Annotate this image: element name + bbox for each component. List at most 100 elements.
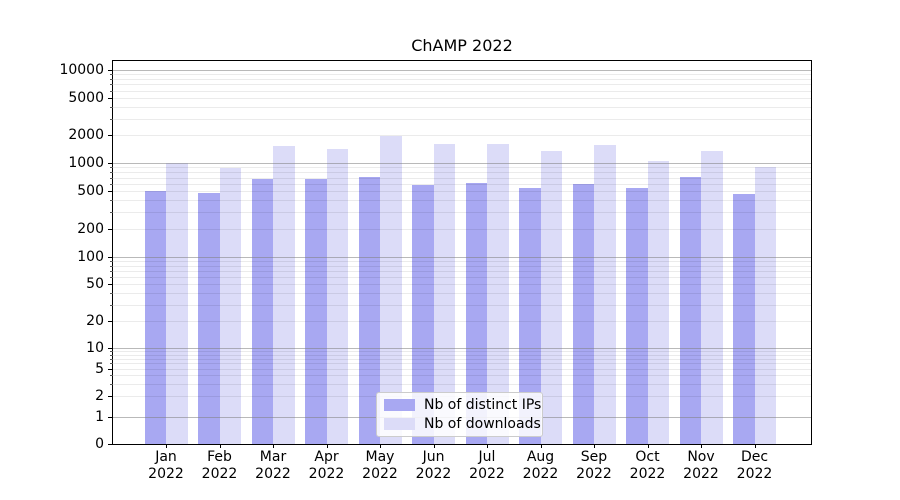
legend-swatch bbox=[384, 399, 415, 411]
minor-gridline bbox=[113, 97, 811, 99]
y-tick-mark bbox=[108, 284, 113, 286]
minor-gridline bbox=[113, 212, 811, 214]
y-tick-mark bbox=[108, 135, 113, 136]
x-tick-label: Apr 2022 bbox=[299, 449, 355, 483]
x-tick-year: 2022 bbox=[308, 466, 345, 482]
legend-entry: Nb of downloads bbox=[384, 415, 541, 434]
x-tick-label: Feb 2022 bbox=[192, 449, 248, 483]
y-tick-mark bbox=[108, 257, 113, 258]
major-gridline bbox=[113, 70, 811, 71]
x-tick-mark bbox=[487, 444, 488, 448]
x-tick-month: Feb bbox=[207, 449, 232, 465]
y-tick-label: 1 bbox=[95, 409, 104, 425]
minor-gridline bbox=[113, 167, 811, 169]
x-tick-month: Dec bbox=[740, 449, 769, 465]
y-tick-mark bbox=[108, 163, 113, 164]
bar-ips-sep bbox=[572, 184, 594, 444]
x-tick-label: Nov 2022 bbox=[673, 449, 729, 483]
x-tick-mark bbox=[166, 444, 167, 448]
x-tick-mark bbox=[273, 444, 274, 448]
y-tick-mark bbox=[108, 444, 113, 445]
x-tick-month: Jul bbox=[478, 449, 496, 465]
x-tick-label: Sep 2022 bbox=[566, 449, 622, 483]
x-tick-year: 2022 bbox=[736, 466, 773, 482]
minor-gridline bbox=[113, 191, 811, 193]
y-minor-tick-mark bbox=[110, 358, 113, 360]
plot-area bbox=[112, 60, 812, 445]
bar-downloads-aug bbox=[540, 151, 562, 444]
x-tick-month: Nov bbox=[687, 449, 715, 465]
bar-ips-jul bbox=[465, 183, 487, 444]
x-tick-mark bbox=[701, 444, 702, 448]
x-tick-year: 2022 bbox=[469, 466, 505, 482]
y-tick-label: 10 bbox=[86, 340, 104, 356]
y-minor-tick-mark bbox=[110, 354, 113, 356]
y-minor-tick-mark bbox=[110, 304, 113, 306]
minor-gridline bbox=[113, 354, 811, 356]
minor-gridline bbox=[113, 177, 811, 179]
x-tick-year: 2022 bbox=[201, 466, 238, 482]
y-minor-tick-mark bbox=[110, 90, 113, 92]
minor-gridline bbox=[113, 200, 811, 202]
y-tick-label: 5 bbox=[95, 360, 104, 377]
y-minor-tick-mark bbox=[110, 177, 113, 179]
x-tick-year: 2022 bbox=[629, 466, 666, 482]
bar-ips-dec bbox=[733, 193, 755, 444]
bar-downloads-feb bbox=[219, 167, 241, 444]
x-tick-label: May 2022 bbox=[352, 449, 408, 483]
minor-gridline bbox=[113, 261, 811, 263]
x-tick-month: May bbox=[365, 449, 395, 465]
x-tick-month: Jan bbox=[155, 449, 177, 465]
x-tick-mark bbox=[326, 444, 328, 448]
minor-gridline bbox=[113, 277, 811, 279]
bar-downloads-sep bbox=[594, 145, 616, 444]
bar-downloads-mar bbox=[273, 146, 295, 444]
major-gridline bbox=[113, 348, 811, 349]
legend-swatch bbox=[384, 418, 415, 430]
bar-ips-mar bbox=[251, 179, 273, 444]
y-tick-mark bbox=[108, 368, 113, 370]
bar-downloads-dec bbox=[754, 166, 776, 444]
y-minor-tick-mark bbox=[110, 167, 113, 169]
bar-downloads-may bbox=[380, 135, 402, 444]
x-tick-label: Jan 2022 bbox=[138, 449, 194, 483]
chart-title: ChAMP 2022 bbox=[411, 36, 513, 55]
y-tick-label: 0 bbox=[95, 436, 104, 452]
y-minor-tick-mark bbox=[110, 107, 113, 108]
legend-label: Nb of distinct IPs bbox=[424, 397, 542, 413]
minor-gridline bbox=[113, 135, 811, 136]
minor-gridline bbox=[113, 265, 811, 267]
y-tick-label: 10000 bbox=[59, 62, 104, 78]
minor-gridline bbox=[113, 284, 811, 286]
bar-downloads-jul bbox=[487, 144, 509, 444]
bar-downloads-jun bbox=[433, 144, 455, 444]
y-minor-tick-mark bbox=[110, 363, 113, 365]
legend-label: Nb of downloads bbox=[424, 416, 541, 432]
y-tick-label: 5000 bbox=[68, 89, 104, 106]
y-minor-tick-mark bbox=[110, 172, 113, 174]
x-tick-year: 2022 bbox=[683, 466, 719, 482]
bar-ips-apr bbox=[305, 179, 327, 444]
y-tick-mark bbox=[108, 70, 113, 71]
y-tick-mark bbox=[108, 320, 113, 322]
bar-ips-oct bbox=[626, 188, 648, 444]
x-tick-mark bbox=[433, 444, 435, 448]
y-minor-tick-mark bbox=[110, 183, 113, 185]
x-tick-mark bbox=[540, 444, 542, 448]
y-minor-tick-mark bbox=[110, 212, 113, 214]
minor-gridline bbox=[113, 172, 811, 174]
y-tick-label: 500 bbox=[77, 183, 104, 200]
x-tick-month: Sep bbox=[580, 449, 608, 465]
y-tick-mark bbox=[108, 348, 113, 349]
minor-gridline bbox=[113, 320, 811, 322]
bar-ips-nov bbox=[679, 176, 701, 444]
legend-entry: Nb of distinct IPs bbox=[384, 396, 541, 415]
x-tick-mark bbox=[594, 444, 595, 448]
legend: Nb of distinct IPs Nb of downloads bbox=[376, 392, 543, 437]
bar-ips-jun bbox=[412, 185, 434, 444]
y-minor-tick-mark bbox=[110, 375, 113, 377]
y-tick-mark bbox=[108, 228, 113, 230]
y-minor-tick-mark bbox=[110, 293, 113, 295]
bar-downloads-oct bbox=[647, 161, 669, 444]
